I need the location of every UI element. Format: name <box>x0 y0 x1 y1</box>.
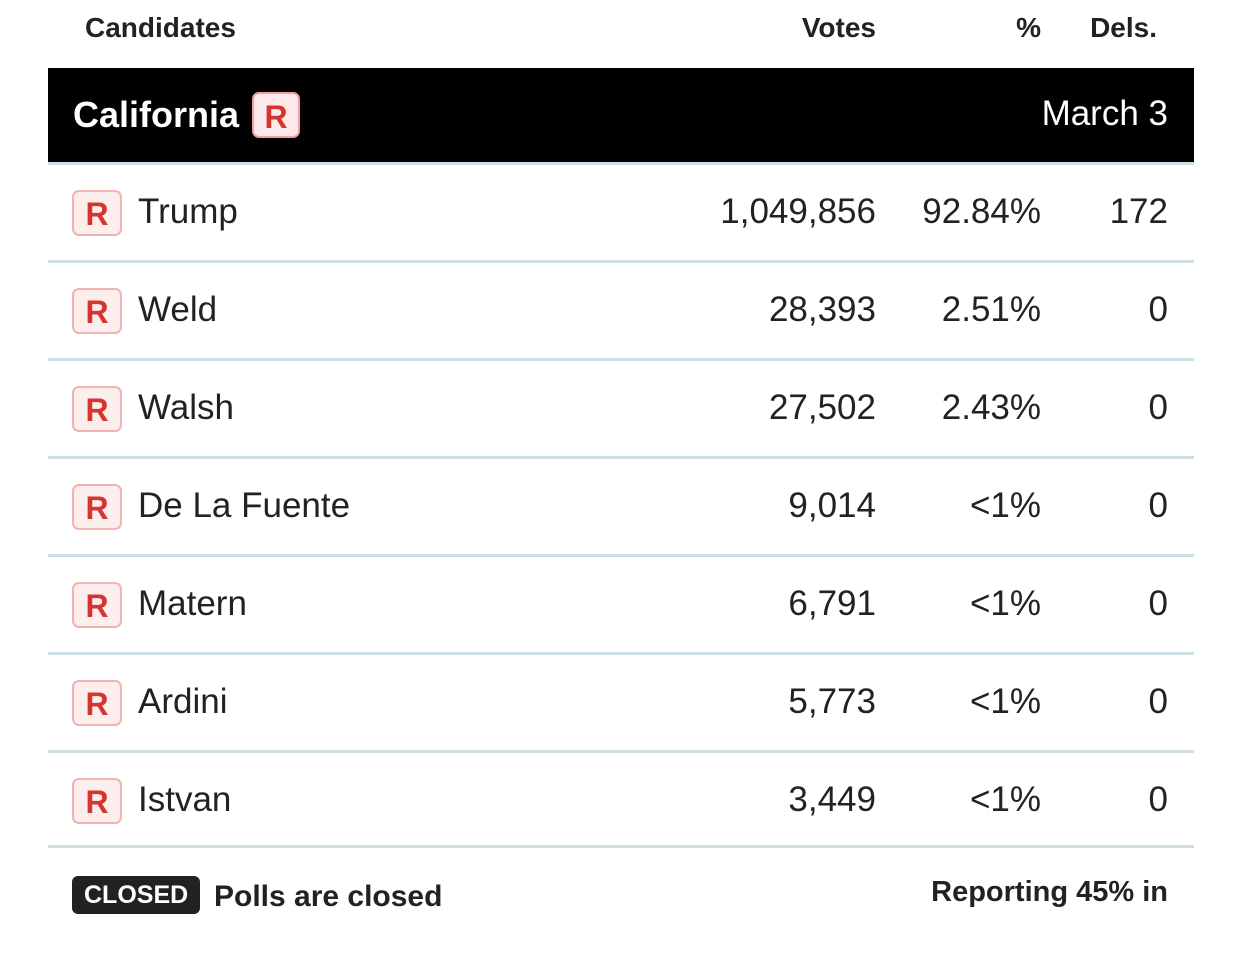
candidate-votes: 3,449 <box>788 780 876 819</box>
candidate-name: Walsh <box>138 388 234 427</box>
table-row[interactable]: R Matern 6,791 <1% 0 <box>48 554 1194 652</box>
results-footer: CLOSED Polls are closed Reporting 45% in <box>48 852 1194 952</box>
candidate-name: Weld <box>138 290 218 329</box>
candidate-votes: 27,502 <box>768 388 876 427</box>
candidate-votes: 5,773 <box>788 682 876 721</box>
table-row[interactable]: R De La Fuente 9,014 <1% 0 <box>48 456 1194 554</box>
candidate-percent: 92.84% <box>922 192 1041 231</box>
column-header-candidates[interactable]: Candidates <box>85 12 236 43</box>
column-header-row: Candidates Votes % Dels. <box>48 0 1194 68</box>
column-header-votes[interactable]: Votes <box>801 12 876 43</box>
table-row[interactable]: R Trump 1,049,856 92.84% 172 <box>48 162 1194 260</box>
candidate-delegates: 0 <box>1148 584 1168 623</box>
candidate-delegates: 0 <box>1148 682 1168 721</box>
party-badge-republican: R <box>72 386 122 432</box>
party-badge-republican: R <box>72 484 122 530</box>
reporting-status: Reporting 45% in <box>931 876 1168 908</box>
candidate-votes: 6,791 <box>788 584 876 623</box>
candidate-percent: 2.51% <box>941 290 1041 329</box>
table-row[interactable]: R Istvan 3,449 <1% 0 <box>48 750 1194 848</box>
state-name: California <box>73 94 240 135</box>
column-header-delegates[interactable]: Dels. <box>1090 12 1157 43</box>
candidate-name: Matern <box>138 584 247 623</box>
candidate-delegates: 0 <box>1148 388 1168 427</box>
candidate-votes: 9,014 <box>788 486 876 525</box>
candidate-percent: <1% <box>969 780 1041 819</box>
column-header-percent[interactable]: % <box>1016 12 1041 43</box>
party-badge-republican: R <box>252 92 300 138</box>
party-badge-republican: R <box>72 680 122 726</box>
table-row[interactable]: R Walsh 27,502 2.43% 0 <box>48 358 1194 456</box>
candidate-delegates: 172 <box>1109 192 1168 231</box>
candidate-delegates: 0 <box>1148 486 1168 525</box>
party-badge-republican: R <box>72 190 122 236</box>
status-badge: CLOSED <box>72 876 201 914</box>
candidate-name: Istvan <box>138 780 232 819</box>
table-row[interactable]: R Ardini 5,773 <1% 0 <box>48 652 1194 750</box>
party-badge-republican: R <box>72 778 122 824</box>
candidate-list: R Trump 1,049,856 92.84% 172 R Weld 28,3… <box>48 162 1194 848</box>
party-badge-republican: R <box>72 288 122 334</box>
poll-status-text: Polls are closed <box>214 880 443 913</box>
candidate-name: De La Fuente <box>138 486 351 525</box>
candidate-delegates: 0 <box>1148 780 1168 819</box>
race-header: California R March 3 <box>48 68 1194 162</box>
candidate-name: Ardini <box>138 682 228 721</box>
candidate-name: Trump <box>138 192 238 231</box>
table-row[interactable]: R Weld 28,393 2.51% 0 <box>48 260 1194 358</box>
party-badge-republican: R <box>72 582 122 628</box>
candidate-votes: 28,393 <box>768 290 876 329</box>
candidate-percent: 2.43% <box>941 388 1041 427</box>
candidate-percent: <1% <box>969 682 1041 721</box>
candidate-votes: 1,049,856 <box>720 192 876 231</box>
candidate-percent: <1% <box>969 486 1041 525</box>
candidate-percent: <1% <box>969 584 1041 623</box>
candidate-delegates: 0 <box>1148 290 1168 329</box>
race-date: March 3 <box>1041 94 1168 133</box>
